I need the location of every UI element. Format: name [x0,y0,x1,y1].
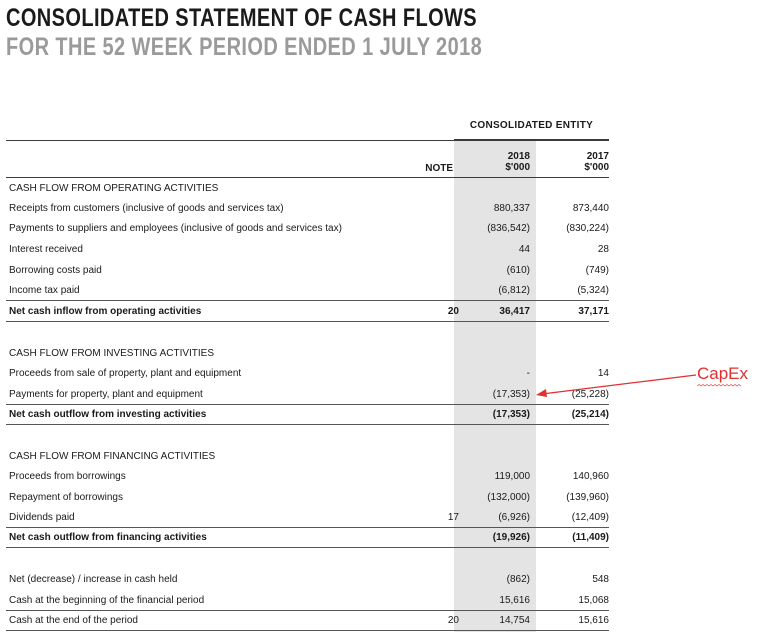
table-row: Proceeds from sale of property, plant an… [6,363,609,383]
row-value-2018: 880,337 [493,203,530,214]
year-2018-header: 2018 $'000 [454,151,530,173]
year-2018-unit: $'000 [505,162,530,173]
table-row: Cash at the end of the period 20 14,754 … [6,610,609,630]
table-row: Receipts from customers (inclusive of go… [6,198,609,218]
table-row: Interest received 44 28 [6,239,609,259]
row-value-2018: (132,000) [487,492,530,503]
row-value-2017: (830,224) [566,223,609,234]
note-column-header: NOTE [425,163,453,174]
table-row: Net (decrease) / increase in cash held (… [6,569,609,589]
total-rule [6,630,609,631]
row-label: Cash at the beginning of the financial p… [9,595,205,606]
row-value-2017: 14 [597,368,609,379]
row-value-2018: - [526,368,530,379]
entity-header: CONSOLIDATED ENTITY [469,120,594,131]
year-2018-label: 2018 [507,151,530,162]
row-value-2018: 119,000 [494,471,530,482]
row-label: Cash at the end of the period [9,615,138,626]
table-row: Proceeds from borrowings 119,000 140,960 [6,466,609,486]
subtotal-rule [6,527,609,528]
row-value-2018: (19,926) [492,532,530,543]
row-value-2017: 548 [592,574,609,585]
table-row: Payments for property, plant and equipme… [6,384,609,404]
row-label: Net cash inflow from operating activitie… [9,306,202,317]
total-rule [6,547,609,548]
year-2017-label: 2017 [586,151,609,162]
table-row: Payments to suppliers and employees (inc… [6,218,609,238]
row-note: 20 [447,615,459,626]
row-value-2017: 37,171 [578,306,609,317]
total-rule [6,321,609,322]
row-label: Interest received [9,244,83,255]
year-2017-header: 2017 $'000 [536,151,609,173]
row-value-2018: (6,926) [498,512,530,523]
row-value-2017: (25,214) [571,409,609,420]
header-bottom-rule [6,177,609,178]
table-row: Borrowing costs paid (610) (749) [6,260,609,280]
row-value-2017: (25,228) [571,389,609,400]
row-value-2018: (862) [506,574,530,585]
row-label: Net (decrease) / increase in cash held [9,574,178,585]
row-label: Proceeds from sale of property, plant an… [9,368,242,379]
row-label: Dividends paid [9,512,75,523]
table-row: Dividends paid 17 (6,926) (12,409) [6,507,609,527]
row-label: Payments for property, plant and equipme… [9,389,203,400]
table-row: Cash at the beginning of the financial p… [6,590,609,610]
row-value-2017: (749) [585,265,609,276]
annotation-arrow-icon [536,374,697,397]
table-row: CASH FLOW FROM INVESTING ACTIVITIES [6,343,609,363]
year-2017-unit: $'000 [584,162,609,173]
row-value-2017: 15,616 [578,615,609,626]
subtotal-rule [6,300,609,301]
total-rule [6,424,609,425]
row-value-2017: 15,068 [578,595,609,606]
table-row: CASH FLOW FROM FINANCING ACTIVITIES [6,446,609,466]
row-note: 17 [447,512,459,523]
row-value-2017: (11,409) [572,532,609,543]
row-label: Payments to suppliers and employees (inc… [9,223,342,234]
row-value-2018: (17,353) [492,389,530,400]
table-row: CASH FLOW FROM OPERATING ACTIVITIES [6,178,609,198]
row-label: Repayment of borrowings [9,492,123,503]
subtotal-rule [6,404,609,405]
row-value-2018: (836,542) [487,223,530,234]
table-top-rule [6,140,609,141]
row-value-2017: 28 [597,244,609,255]
row-note: 20 [447,306,459,317]
row-value-2018: 14,754 [499,615,530,626]
capex-annotation-label: CapEx [697,364,749,383]
entity-header-rule [454,139,609,140]
row-value-2017: 873,440 [572,203,609,214]
row-value-2018: (6,812) [498,285,530,296]
table-row: Net cash outflow from investing activiti… [6,404,609,424]
row-value-2018: (610) [506,265,530,276]
row-label: CASH FLOW FROM OPERATING ACTIVITIES [9,183,219,194]
table-row: Net cash inflow from operating activitie… [6,301,609,321]
row-label: CASH FLOW FROM FINANCING ACTIVITIES [9,451,216,462]
row-value-2017: 140,960 [572,471,609,482]
row-value-2017: (5,324) [577,285,609,296]
current-year-column-shading [454,140,536,632]
row-value-2018: 36,417 [499,306,530,317]
row-label: Proceeds from borrowings [9,471,126,482]
row-label: Income tax paid [9,285,80,296]
table-row: Repayment of borrowings (132,000) (139,9… [6,487,609,507]
row-label: CASH FLOW FROM INVESTING ACTIVITIES [9,348,215,359]
statement-subtitle: FOR THE 52 WEEK PERIOD ENDED 1 JULY 2018 [6,33,483,61]
spellcheck-underline [697,384,741,387]
row-value-2017: (12,409) [571,512,609,523]
table-row: Income tax paid (6,812) (5,324) [6,280,609,300]
row-value-2017: (139,960) [566,492,609,503]
table-row: Net cash outflow from financing activiti… [6,527,609,547]
row-value-2018: 44 [518,244,530,255]
row-label: Net cash outflow from investing activiti… [9,409,207,420]
row-value-2018: (17,353) [492,409,530,420]
row-label: Borrowing costs paid [9,265,102,276]
row-label: Receipts from customers (inclusive of go… [9,203,284,214]
statement-title: CONSOLIDATED STATEMENT OF CASH FLOWS [6,4,478,32]
subtotal-rule [6,610,609,611]
row-value-2018: 15,616 [499,595,530,606]
row-label: Net cash outflow from financing activiti… [9,532,207,543]
